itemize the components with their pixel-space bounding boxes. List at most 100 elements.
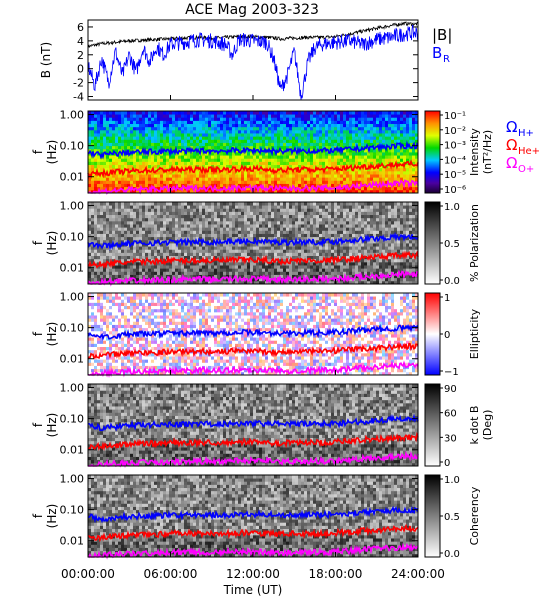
colorbar (424, 201, 441, 285)
gyrofrequency-line (87, 269, 418, 287)
spectrogram-image (88, 384, 419, 467)
field-panel-frame (87, 19, 419, 101)
colorbar-tick-label: 0.5 (444, 512, 460, 523)
spectrogram-panel-ellipticity: 1.00 0.10 0.01 f (Hz) 1 0 −1 Ellipticity (31, 291, 481, 378)
colorbar (424, 383, 441, 467)
field-y-tick-label: -4 (73, 91, 84, 104)
colorbar (424, 292, 441, 376)
colorbar-tick-label: 10⁻¹ (444, 111, 466, 122)
y-tick-label: 0.01 (60, 535, 85, 548)
legend-gyrofrequency-symbol: Ω (506, 154, 517, 172)
legend-field-radial-subscript: R (443, 54, 450, 65)
panel-ylabel: f (31, 331, 45, 336)
colorbar-label: Intensity (468, 128, 481, 176)
panel-ylabel: f (31, 149, 45, 154)
gyrofrequency-line (87, 341, 419, 360)
gyrofrequency-line (87, 140, 419, 160)
field-series-line (87, 24, 419, 101)
panel-ylabel: f (31, 513, 45, 518)
colorbar-label: Ellipticity (468, 308, 481, 359)
y-tick-label: 0.01 (60, 444, 85, 457)
colorbar-tick-label: 10⁻⁵ (444, 170, 466, 181)
gyrofrequency-line (87, 323, 419, 341)
spectrogram-panel-coherency: 1.00 0.10 0.01 f (Hz) 1.0 0.5 0.0 Coherency (31, 473, 481, 560)
gyrofrequency-line (87, 542, 419, 560)
colorbar-unit: (Deg) (481, 410, 494, 441)
legend-gyrofrequency-subscript: H+ (518, 128, 534, 139)
colorbar-tick-label: 60 (444, 409, 457, 420)
colorbar-tick-label: 0.0 (444, 549, 460, 560)
field-y-tick-label: -2 (73, 77, 84, 90)
x-tick-label: 24:00:00 (391, 567, 445, 581)
field-ylabel: B (nT) (39, 42, 53, 78)
gyrofrequency-line (87, 250, 419, 270)
gyrofrequency-line (87, 505, 419, 524)
panel-yunit: (Hz) (45, 140, 59, 165)
legend-gyrofrequency-subscript: O+ (518, 164, 534, 175)
chart-title: ACE Mag 2003-323 (185, 2, 319, 18)
x-tick-label: 18:00:00 (309, 567, 363, 581)
legend-gyrofrequency-symbol: Ω (506, 118, 517, 136)
colorbar-label: Coherency (468, 486, 481, 545)
spectrogram-image (88, 293, 419, 376)
spectrogram-image (88, 111, 419, 194)
colorbar-tick-label: 10⁻⁴ (444, 155, 466, 166)
gyrofrequency-line (87, 431, 419, 451)
x-tick-label: 06:00:00 (144, 567, 198, 581)
colorbar-tick-label: 1 (444, 293, 450, 304)
x-tick-label: 12:00:00 (226, 567, 280, 581)
field-y-tick-label: 0 (77, 63, 84, 76)
field-y-tick-label: 2 (77, 49, 84, 62)
y-tick-label: 0.01 (60, 353, 85, 366)
y-tick-label: 1.00 (60, 473, 85, 486)
colorbar (424, 474, 441, 558)
gyrofrequency-line (87, 159, 419, 180)
colorbar-tick-label: 30 (444, 433, 457, 444)
y-tick-label: 1.00 (60, 382, 85, 395)
legend-field-magnitude: |B| (432, 26, 452, 44)
colorbar-tick-label: 10⁻⁶ (444, 185, 466, 196)
x-axis-label: Time (UT) (223, 583, 283, 597)
colorbar-tick-label: 10⁻² (444, 126, 466, 137)
colorbar-tick-label: 0.5 (444, 239, 460, 250)
spectrogram-panel-intensity: 1.00 0.10 0.01 f (Hz) 10⁻¹ 10⁻² 10⁻³ 10⁻⁴ 10⁻⁵ 10⁻… (31, 109, 494, 196)
colorbar-unit: (nT²/Hz) (481, 130, 494, 174)
gyrofrequency-line (87, 413, 419, 432)
colorbar-tick-label: −1 (444, 367, 459, 378)
panel-yunit: (Hz) (45, 413, 59, 438)
y-tick-label: 0.10 (60, 322, 85, 335)
panel-yunit: (Hz) (45, 231, 59, 256)
gyrofrequency-line (87, 523, 419, 543)
colorbar (424, 110, 441, 194)
spectrogram-panel-polarization: 1.00 0.10 0.01 f (Hz) 1.0 0.5 0.0 % Polarization (31, 200, 481, 287)
legend: |B|B RΩ H+Ω He+Ω O+ (432, 26, 540, 175)
colorbar-tick-label: 90 (444, 384, 457, 395)
panel-yunit: (Hz) (45, 504, 59, 529)
y-tick-label: 1.00 (60, 109, 85, 122)
y-tick-label: 0.10 (60, 413, 85, 426)
panel-ylabel: f (31, 240, 45, 245)
x-tick-label: 00:00:00 (61, 567, 115, 581)
y-tick-label: 1.00 (60, 200, 85, 213)
colorbar-tick-label: 10⁻³ (444, 141, 466, 152)
colorbar-label: % Polarization (468, 204, 481, 282)
y-tick-label: 0.01 (60, 171, 85, 184)
gyrofrequency-line (87, 450, 419, 469)
colorbar-tick-label: 1.0 (444, 202, 460, 213)
colorbar-tick-label: 0.0 (444, 276, 460, 287)
panel-ylabel: f (31, 422, 45, 427)
y-tick-label: 0.01 (60, 262, 85, 275)
colorbar-tick-label: 1.0 (444, 475, 460, 486)
legend-field-radial: B (432, 44, 442, 62)
gyrofrequency-line (87, 231, 419, 252)
field-y-tick-label: 4 (77, 35, 84, 48)
legend-gyrofrequency-symbol: Ω (506, 136, 517, 154)
panel-yunit: (Hz) (45, 322, 59, 347)
y-tick-label: 0.10 (60, 504, 85, 517)
y-tick-label: 1.00 (60, 291, 85, 304)
y-tick-label: 0.10 (60, 140, 85, 153)
legend-gyrofrequency-subscript: He+ (518, 146, 540, 157)
